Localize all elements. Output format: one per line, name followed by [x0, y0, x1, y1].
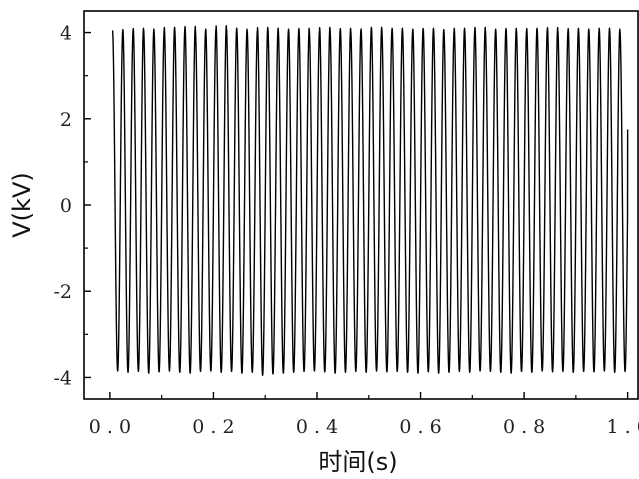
x-tick-label: 0 . 4 — [296, 416, 338, 438]
y-tick-label: 0 — [60, 195, 72, 217]
x-tick-label: 0 . 0 — [89, 416, 131, 438]
x-axis-ticks: 0 . 0 0 . 2 0 . 4 0 . 6 0 . 8 1 . 0 — [89, 392, 639, 438]
y-tick-label: -2 — [53, 281, 72, 303]
x-tick-label: 0 . 8 — [503, 416, 545, 438]
y-axis-title: V(kV) — [8, 172, 36, 237]
y-tick-label: 4 — [60, 23, 72, 45]
voltage-waveform-line — [111, 25, 629, 376]
x-tick-label: 0 . 2 — [192, 416, 234, 438]
y-axis-ticks: -4 -2 0 2 4 — [53, 23, 91, 389]
x-tick-label: 1 . 0 — [606, 416, 639, 438]
x-tick-label: 0 . 6 — [399, 416, 441, 438]
x-axis-title: 时间(s) — [318, 448, 397, 476]
y-tick-label: -4 — [53, 367, 72, 389]
y-tick-label: 2 — [60, 109, 72, 131]
